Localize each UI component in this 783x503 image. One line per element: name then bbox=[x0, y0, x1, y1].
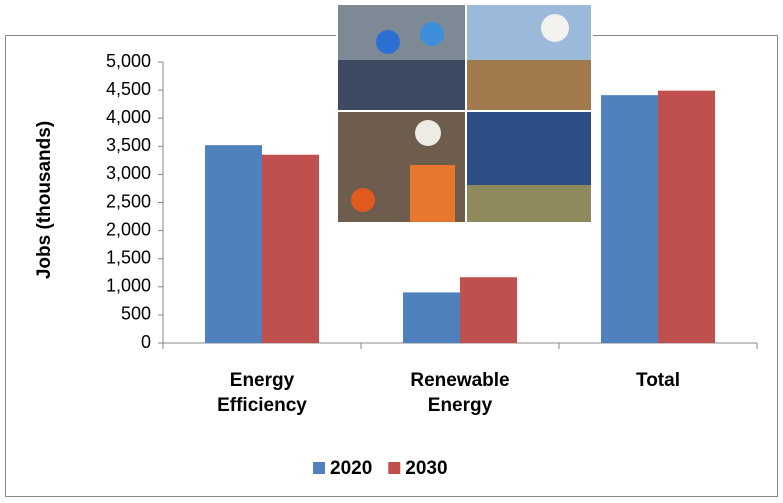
photo bbox=[410, 165, 455, 222]
y-tick-label: 4,000 bbox=[106, 107, 151, 127]
legend-label: 2030 bbox=[405, 458, 447, 479]
bar bbox=[403, 292, 460, 343]
bar bbox=[658, 90, 715, 343]
y-tick-label: 500 bbox=[121, 304, 151, 324]
photo bbox=[467, 185, 591, 222]
bar bbox=[205, 145, 262, 343]
x-tick-label: Renewable Energy bbox=[410, 370, 510, 416]
x-tick-label: Energy Efficiency bbox=[217, 370, 307, 416]
y-tick-label: 1,500 bbox=[106, 247, 151, 267]
photo bbox=[415, 120, 441, 146]
y-tick-label: 5,000 bbox=[106, 51, 151, 71]
y-tick-label: 2,000 bbox=[106, 219, 151, 239]
y-tick-label: 3,000 bbox=[106, 163, 151, 183]
bar bbox=[460, 277, 517, 343]
y-tick-label: 1,000 bbox=[106, 276, 151, 296]
photo-collage bbox=[336, 3, 593, 224]
photo bbox=[541, 14, 569, 42]
bar bbox=[601, 95, 658, 344]
photo bbox=[420, 22, 444, 46]
photo bbox=[467, 60, 591, 110]
legend-swatch bbox=[313, 462, 325, 474]
legend-label: 2020 bbox=[330, 458, 372, 479]
x-tick-label: Total bbox=[636, 370, 680, 391]
photo bbox=[351, 188, 375, 212]
photo bbox=[376, 30, 400, 54]
photo bbox=[338, 60, 465, 110]
y-tick-label: 4,500 bbox=[106, 79, 151, 99]
y-tick-label: 0 bbox=[141, 332, 151, 352]
y-tick-label: 3,500 bbox=[106, 135, 151, 155]
y-tick-label: 2,500 bbox=[106, 191, 151, 211]
legend-swatch bbox=[388, 462, 401, 474]
plot-area: 0 500 1,000 1,500 2,000 2,500 3,000 3,500 4,000 4… bbox=[106, 51, 758, 352]
y-axis-title: Jobs (thousands) bbox=[34, 121, 55, 279]
bar bbox=[262, 154, 319, 343]
